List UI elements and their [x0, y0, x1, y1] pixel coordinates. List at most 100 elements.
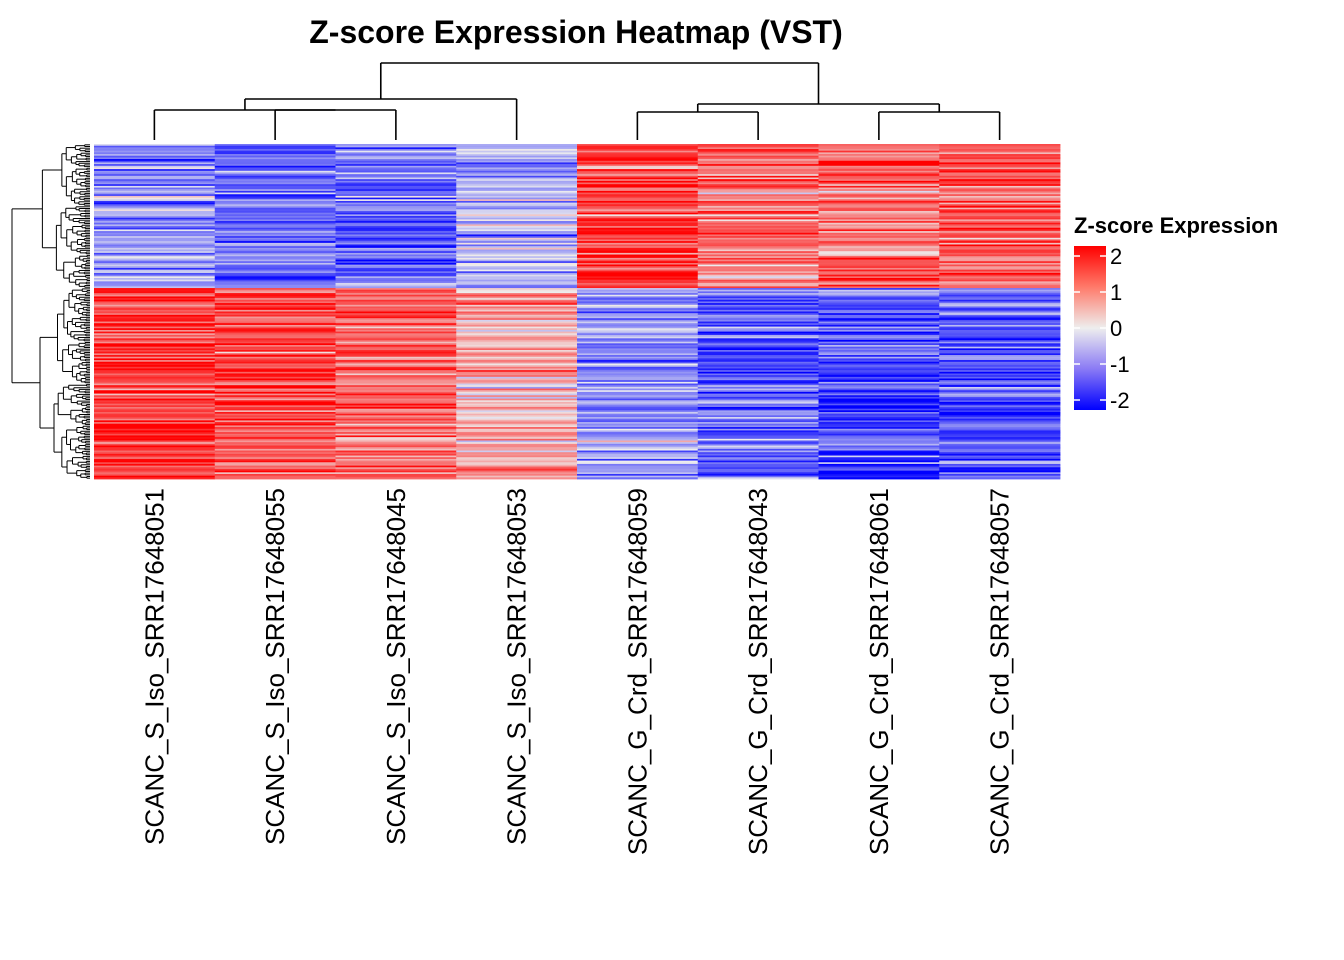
heatmap-cell [697, 370, 819, 373]
heatmap-cell [94, 323, 216, 326]
heatmap-cell [697, 169, 819, 172]
heatmap-cell [697, 187, 819, 190]
heatmap-cell [94, 169, 216, 172]
heatmap-cell [697, 351, 819, 354]
heatmap-cell [214, 366, 336, 369]
heatmap-cell [577, 420, 699, 423]
heatmap-cell [577, 388, 699, 391]
heatmap-cell [94, 288, 216, 291]
heatmap-cell [939, 182, 1061, 185]
heatmap-cell [577, 427, 699, 430]
heatmap-cell [818, 442, 940, 445]
heatmap-cell [818, 221, 940, 224]
heatmap-cell [456, 271, 578, 274]
heatmap-cell [456, 368, 578, 371]
heatmap-cell [577, 301, 699, 304]
heatmap-cell [818, 231, 940, 234]
heatmap-cell [577, 246, 699, 249]
heatmap-cell [577, 465, 699, 468]
heatmap-cell [94, 445, 216, 448]
heatmap-cell [818, 400, 940, 403]
heatmap-cell [214, 254, 336, 257]
heatmap-cell [697, 232, 819, 235]
heatmap-cell [939, 209, 1061, 212]
heatmap-cell [577, 455, 699, 458]
heatmap-cell [818, 345, 940, 348]
heatmap-cell [818, 174, 940, 177]
heatmap-cell [818, 200, 940, 204]
heatmap-cell [214, 159, 336, 162]
heatmap-cell [577, 453, 699, 456]
heatmap-cell [335, 155, 457, 158]
heatmap-cell [94, 257, 216, 260]
heatmap-cell [939, 447, 1061, 450]
heatmap-cell [939, 199, 1061, 202]
heatmap-cell [335, 296, 457, 299]
heatmap-cell [939, 370, 1061, 373]
heatmap-cell [335, 179, 457, 182]
heatmap-cell [456, 179, 578, 182]
heatmap-cell [214, 375, 336, 378]
heatmap-cell [456, 435, 578, 438]
heatmap-cell [939, 472, 1061, 475]
heatmap-cell [214, 329, 336, 333]
heatmap-cell [335, 418, 457, 421]
heatmap-cell [577, 174, 699, 177]
heatmap-cell [577, 217, 699, 220]
heatmap-cell [335, 159, 457, 162]
heatmap-cell [456, 229, 578, 232]
heatmap-cell [818, 468, 940, 472]
heatmap-cell [94, 167, 216, 170]
heatmap-cell [939, 351, 1061, 354]
heatmap-cell [577, 346, 699, 349]
heatmap-cell [94, 370, 216, 373]
heatmap-cell [697, 398, 819, 401]
heatmap-cell [456, 405, 578, 408]
heatmap-cell [456, 224, 578, 227]
heatmap-cell [335, 383, 457, 386]
heatmap-cell [818, 167, 940, 170]
heatmap-cell [697, 412, 819, 415]
heatmap-cell [697, 311, 819, 314]
heatmap-cell [818, 192, 940, 195]
heatmap-cell [214, 338, 336, 341]
heatmap-cell [94, 147, 216, 150]
heatmap-cell [697, 465, 819, 468]
heatmap-cell [94, 294, 216, 297]
heatmap-cell [456, 455, 578, 458]
heatmap-cell [818, 164, 940, 167]
heatmap-cell [697, 261, 819, 264]
heatmap-cell [939, 154, 1061, 157]
heatmap-cell [577, 278, 699, 281]
heatmap-cell [214, 448, 336, 451]
heatmap-cell [697, 415, 819, 418]
heatmap-cell [818, 267, 940, 271]
heatmap-cell [818, 467, 940, 470]
heatmap-cell [577, 288, 699, 291]
heatmap-cell [818, 432, 940, 435]
heatmap-cell [939, 187, 1061, 190]
heatmap-cell [94, 182, 216, 185]
heatmap-cell [939, 179, 1061, 182]
heatmap-cell [697, 288, 819, 291]
heatmap-cell [456, 199, 578, 202]
heatmap-cell [577, 447, 699, 450]
heatmap-cell [697, 286, 819, 289]
heatmap-cell [818, 207, 940, 210]
heatmap-cell [577, 395, 699, 398]
heatmap-cell [939, 473, 1061, 477]
heatmap-cell [939, 391, 1061, 394]
heatmap-cell [94, 470, 216, 473]
heatmap-cell [456, 326, 578, 329]
heatmap-cell [818, 182, 940, 185]
heatmap-cell [818, 406, 940, 410]
heatmap-cell [335, 227, 457, 230]
heatmap-cell [577, 159, 699, 162]
heatmap-cell [577, 452, 699, 455]
heatmap-cell [456, 318, 578, 321]
heatmap-cell [818, 338, 940, 341]
heatmap-cell [939, 348, 1061, 351]
heatmap-cell [939, 358, 1061, 361]
heatmap-cell [697, 447, 819, 450]
heatmap-cell [94, 475, 216, 478]
